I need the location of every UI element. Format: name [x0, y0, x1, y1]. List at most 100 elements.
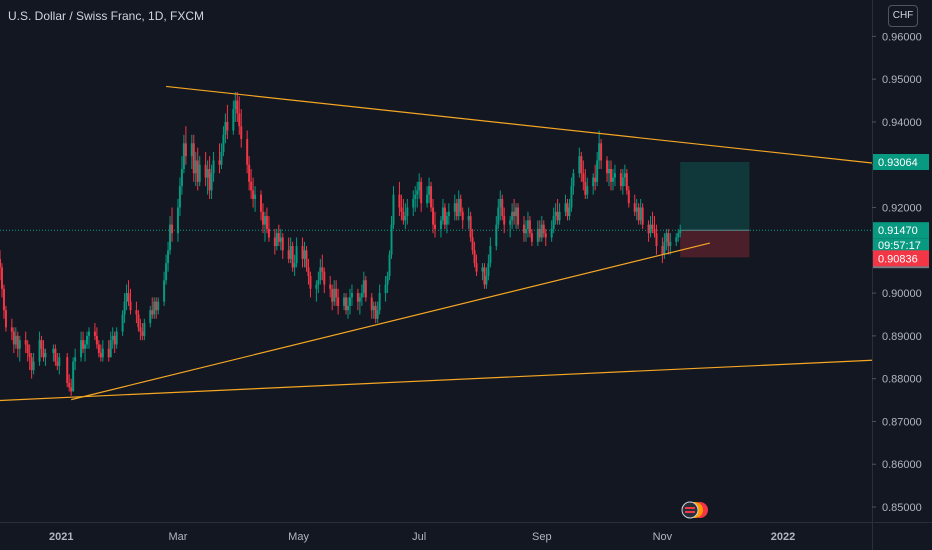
candle [44, 348, 47, 366]
candle-body [224, 121, 227, 135]
candle-body [125, 293, 128, 302]
candle [157, 297, 160, 315]
candle-body [596, 160, 599, 182]
candle [289, 237, 292, 264]
candle [319, 258, 322, 285]
candle-body [99, 352, 102, 358]
candle-body [248, 164, 251, 182]
candle [483, 263, 486, 289]
x-tick-label: Sep [532, 531, 552, 543]
candle-body [566, 203, 569, 217]
candle-body [570, 186, 573, 208]
candle-body [388, 254, 391, 276]
candle [335, 280, 338, 306]
candle [633, 194, 636, 217]
candle-body [416, 190, 419, 195]
candle-body [584, 181, 587, 195]
candle [432, 198, 435, 234]
candle-body [303, 250, 306, 259]
candle [0, 263, 3, 298]
candle [586, 177, 589, 199]
candle-body [279, 237, 282, 242]
candle [337, 288, 340, 315]
candle [68, 374, 71, 392]
candle-body [319, 267, 322, 281]
candle [38, 331, 41, 366]
candle-body [93, 331, 96, 336]
candle-body [113, 335, 116, 345]
candle [240, 109, 243, 148]
candle-body [167, 250, 170, 264]
price-label-bg [873, 222, 929, 239]
candle [578, 147, 581, 178]
candle [489, 237, 492, 268]
candle-body [625, 173, 628, 191]
candle [473, 241, 476, 268]
candle [430, 181, 433, 212]
target-zone [680, 161, 750, 231]
price-label-text: 0.90836 [878, 253, 918, 265]
candle [155, 297, 158, 319]
candle [362, 271, 365, 298]
candle-body [281, 237, 284, 251]
candle-body [471, 237, 474, 251]
price-label-text: 0.91470 [878, 225, 918, 237]
candle [26, 340, 29, 362]
candle-body [536, 228, 539, 242]
candle-body [58, 357, 61, 366]
candle [412, 190, 415, 217]
candle-body [293, 263, 296, 268]
candle [511, 203, 514, 229]
candle [392, 186, 395, 229]
candle-body [392, 194, 395, 225]
candle-body [267, 228, 270, 238]
candle [653, 216, 656, 238]
candle-body [206, 169, 209, 178]
candle-body [210, 173, 213, 191]
candle-body [594, 177, 597, 182]
candle [540, 216, 543, 242]
candle [16, 331, 19, 358]
candle-body [97, 344, 100, 353]
candle-body [70, 387, 73, 392]
candle-body [461, 211, 464, 221]
candle [441, 198, 444, 225]
candle [163, 271, 166, 306]
candle-body [66, 357, 69, 383]
candle-body [428, 186, 431, 195]
candle-body [317, 280, 320, 285]
y-tick-label: 0.86000 [882, 459, 922, 471]
candle-body [390, 224, 393, 255]
candle [331, 284, 334, 311]
candle-body [489, 246, 492, 264]
candle [475, 254, 478, 276]
candle [550, 220, 553, 242]
candle [129, 288, 132, 315]
candle-body [651, 224, 654, 229]
candle [542, 220, 545, 238]
candle-body [127, 293, 130, 302]
candle [376, 301, 379, 324]
candle [637, 203, 640, 225]
candle [663, 233, 666, 259]
candle-body [222, 134, 225, 152]
candle [649, 216, 652, 238]
candle [434, 211, 437, 238]
candle [95, 327, 98, 349]
candle [252, 177, 255, 208]
candle [360, 284, 363, 306]
candle [606, 156, 609, 182]
candle-body [196, 160, 199, 182]
candle [471, 228, 474, 255]
candle-body [121, 314, 124, 332]
candle-body [68, 382, 71, 388]
candle-body [556, 211, 559, 221]
candle-body [370, 297, 373, 311]
candle [305, 246, 308, 272]
candle-body [87, 331, 90, 336]
candle [416, 181, 419, 208]
currency-button[interactable]: CHF [888, 5, 918, 27]
candle [647, 220, 650, 242]
candle [206, 160, 209, 195]
